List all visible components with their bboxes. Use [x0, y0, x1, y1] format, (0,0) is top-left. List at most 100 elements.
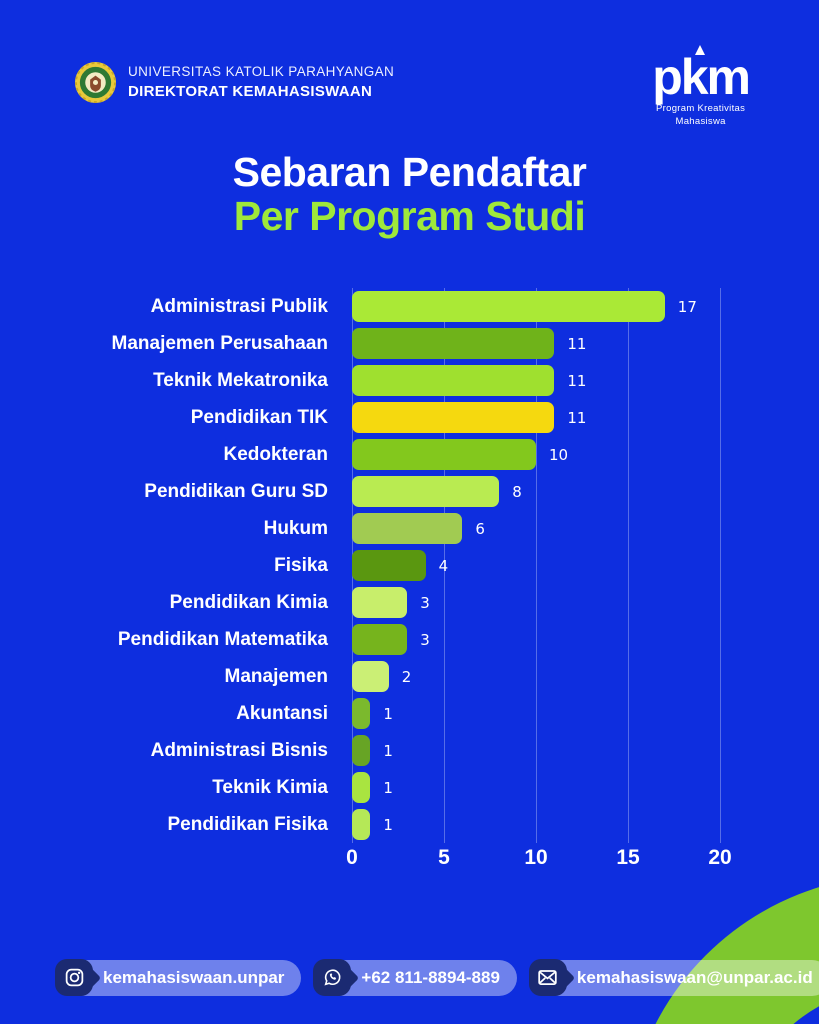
category-label: Teknik Kimia — [212, 776, 328, 798]
x-axis-tick-label: 5 — [438, 846, 450, 869]
pkm-subtitle: Program Kreativitas Mahasiswa — [652, 103, 749, 129]
category-label: Hukum — [263, 517, 328, 539]
bar-row: 4 — [352, 547, 720, 584]
instagram-icon — [65, 968, 83, 987]
bar — [352, 735, 371, 766]
bar-value-label: 11 — [567, 408, 587, 427]
instagram-contact[interactable]: kemahasiswaan.unpar — [55, 959, 302, 996]
email-badge — [528, 959, 567, 996]
bar — [352, 291, 665, 322]
bar-value-label: 1 — [383, 778, 393, 797]
bar-row: 3 — [352, 621, 720, 658]
university-brand: UNIVERSITAS KATOLIK PARAHYANGAN DIREKTOR… — [74, 60, 394, 105]
bar — [352, 587, 408, 618]
bar-row: 11 — [352, 325, 720, 362]
category-label: Akuntansi — [236, 702, 328, 724]
bar — [352, 439, 536, 470]
email-icon — [538, 970, 558, 985]
bar-row: 1 — [352, 695, 720, 732]
bar-row: 11 — [352, 362, 720, 399]
decorative-arc — [625, 875, 819, 1024]
bar-value-label: 10 — [549, 445, 569, 464]
bar-row: 2 — [352, 658, 720, 695]
bar-row: 6 — [352, 510, 720, 547]
category-label: Pendidikan TIK — [190, 406, 328, 428]
bar-row: 11 — [352, 399, 720, 436]
bar — [352, 402, 555, 433]
pkm-logo: pkm Program Kreativitas Mahasiswa — [652, 45, 751, 129]
bar — [352, 661, 389, 692]
directorate-name: DIREKTORAT KEMAHASISWAAN — [128, 83, 373, 101]
header: UNIVERSITAS KATOLIK PARAHYANGAN DIREKTOR… — [74, 45, 751, 129]
category-label: Fisika — [274, 554, 328, 576]
bar-value-label: 1 — [383, 741, 393, 760]
x-axis-tick-label: 20 — [708, 846, 732, 869]
bar-value-label: 4 — [438, 556, 449, 575]
bar-row: 3 — [352, 584, 720, 621]
category-label: Pendidikan Matematika — [117, 628, 328, 650]
bar — [352, 365, 555, 396]
gridline — [536, 288, 537, 843]
chart-x-axis: 0 5 10 15 20 — [346, 846, 732, 876]
bar-value-label: 6 — [475, 519, 485, 538]
bar-row: 10 — [352, 436, 720, 473]
category-label: Pendidikan Guru SD — [144, 480, 328, 502]
instagram-badge — [55, 959, 93, 996]
bar — [352, 624, 408, 655]
pkm-subtitle-line-1: Program Kreativitas — [656, 103, 746, 114]
bar-value-label: 17 — [677, 297, 697, 316]
whatsapp-icon — [324, 969, 341, 986]
category-label: Administrasi Publik — [150, 295, 328, 317]
page-title: Sebaran Pendaftar Per Program Studi — [0, 150, 819, 239]
gridline — [444, 288, 445, 843]
email-address[interactable]: kemahasiswaan@unpar.ac.id — [540, 959, 819, 996]
bar-row: 17 — [352, 288, 720, 325]
bar — [352, 698, 371, 729]
footer-contacts: kemahasiswaan.unpar +62 811-8894-889 — [55, 959, 819, 996]
whatsapp-badge — [313, 959, 352, 996]
gridline — [628, 288, 629, 843]
email-contact[interactable]: kemahasiswaan@unpar.ac.id — [528, 959, 819, 996]
bar-row: 1 — [352, 806, 720, 843]
bar — [352, 513, 463, 544]
bar-value-label: 11 — [567, 371, 587, 390]
x-axis-tick-label: 10 — [524, 846, 548, 869]
bar — [352, 550, 426, 581]
chart-category-labels: Administrasi Publik Manajemen Perusahaan T… — [0, 288, 340, 843]
category-label: Administrasi Bisnis — [150, 739, 328, 761]
bar-row: 1 — [352, 769, 720, 806]
bar-value-label: 11 — [567, 334, 587, 353]
category-label: Kedokteran — [223, 443, 328, 465]
university-crest-icon — [74, 61, 117, 104]
bar-value-label: 3 — [420, 630, 430, 649]
pkm-subtitle-line-2: Mahasiswa — [675, 115, 726, 127]
bar-value-label: 1 — [383, 704, 393, 723]
brand-text: UNIVERSITAS KATOLIK PARAHYANGAN DIREKTOR… — [128, 63, 394, 103]
pkm-arrow-icon — [694, 45, 705, 55]
bar-row: 8 — [352, 473, 720, 510]
title-line-1: Sebaran Pendaftar — [232, 149, 587, 195]
category-label: Teknik Mekatronika — [153, 369, 328, 391]
bar — [352, 328, 555, 359]
category-label: Manajemen — [224, 665, 328, 687]
x-axis-tick-label: 15 — [616, 846, 640, 869]
gridline — [720, 288, 721, 843]
instagram-handle[interactable]: kemahasiswaan.unpar — [67, 959, 302, 996]
category-label: Pendidikan Fisika — [167, 813, 329, 835]
bar-value-label: 2 — [401, 667, 412, 686]
bar — [352, 809, 371, 840]
bar-value-label: 3 — [420, 593, 430, 612]
title-line-2: Per Program Studi — [233, 193, 586, 240]
bar — [352, 772, 371, 803]
pkm-logo-text: pkm — [652, 49, 751, 105]
bar-row: 1 — [352, 732, 720, 769]
category-label: Pendidikan Kimia — [169, 591, 328, 613]
chart-plot-area: 17 11 11 11 10 8 6 4 3 3 2 1 1 1 1 — [352, 288, 721, 843]
bar-value-label: 1 — [383, 815, 393, 834]
whatsapp-contact[interactable]: +62 811-8894-889 — [313, 959, 517, 996]
bar-value-label: 8 — [512, 482, 522, 501]
x-axis-tick-label: 0 — [346, 846, 358, 869]
university-name: UNIVERSITAS KATOLIK PARAHYANGAN — [128, 63, 395, 79]
bar — [352, 476, 500, 507]
